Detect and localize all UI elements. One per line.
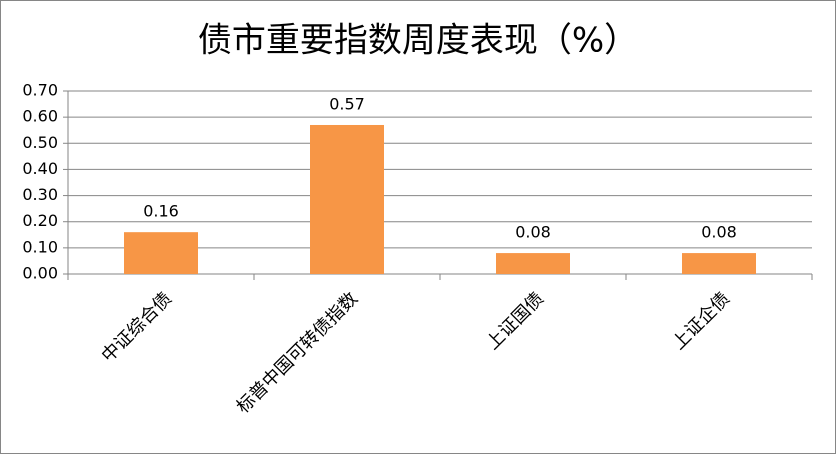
- bar: [310, 124, 384, 274]
- bar: [496, 253, 570, 274]
- data-label: 0.16: [143, 202, 179, 221]
- y-tick-label: 0.70: [22, 81, 58, 100]
- y-tick-label: 0.50: [22, 133, 58, 152]
- y-tick-label: 0.00: [22, 264, 58, 283]
- chart-title: 债市重要指数周度表现（%）: [198, 21, 638, 61]
- data-label: 0.57: [329, 94, 365, 113]
- y-tick-label: 0.60: [22, 107, 58, 126]
- y-tick-label: 0.20: [22, 211, 58, 230]
- bar: [124, 232, 198, 274]
- y-tick-label: 0.30: [22, 185, 58, 204]
- y-tick-label: 0.10: [22, 237, 58, 256]
- bar: [682, 253, 756, 274]
- y-tick-label: 0.40: [22, 159, 58, 178]
- data-label: 0.08: [701, 223, 737, 242]
- data-label: 0.08: [515, 223, 551, 242]
